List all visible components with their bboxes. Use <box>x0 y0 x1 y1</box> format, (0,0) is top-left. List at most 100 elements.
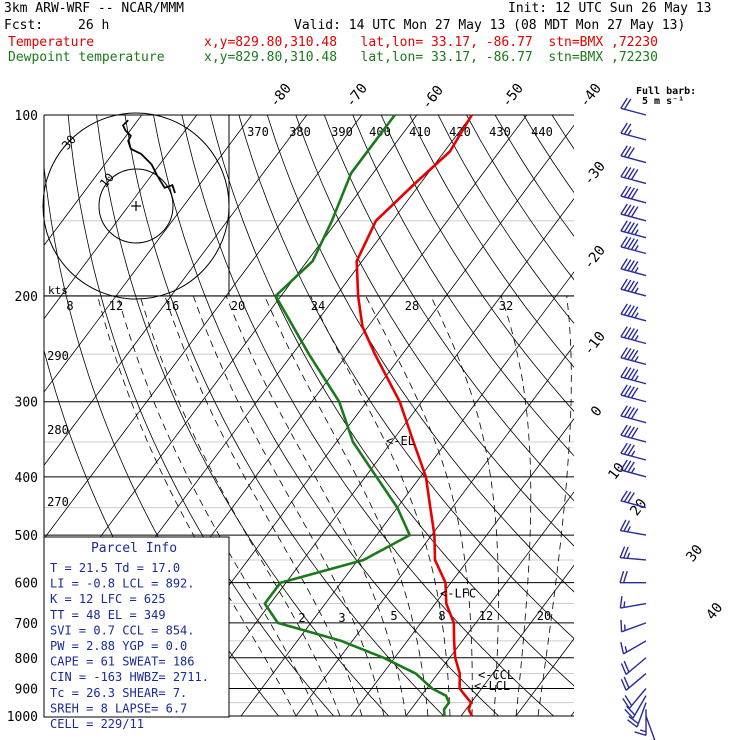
wind-barb-flag <box>623 279 632 291</box>
hodograph-ring-inner <box>98 168 174 244</box>
wind-barb-flag <box>623 385 632 397</box>
wind-barb-flag <box>623 660 630 673</box>
wind-barb <box>645 715 656 740</box>
wind-barb-flag <box>623 327 632 339</box>
dry-adiabat <box>523 115 574 194</box>
wind-barb-flag <box>627 238 635 250</box>
dry-adiabat <box>409 115 574 368</box>
moist-adiabat <box>97 295 297 716</box>
wind-barb-flag <box>619 519 627 531</box>
wind-barb-flag <box>627 719 638 728</box>
wind-barb-flag <box>626 552 631 559</box>
barb-legend-title: Full barb: <box>636 86 696 97</box>
moist-adiabat <box>365 295 473 716</box>
parcel-info-row: CIN = -163 HWBZ= 2711. <box>50 670 209 684</box>
wind-barb-flag <box>627 187 635 199</box>
wind-barb-flag <box>623 491 632 503</box>
wind-barb-flag <box>620 278 628 290</box>
isotherm-line <box>44 115 198 320</box>
wind-barb-flag <box>619 570 625 583</box>
isotherm-line <box>405 491 574 716</box>
temperature-axis-label: -70 <box>343 81 371 111</box>
wind-barb-flag <box>630 427 639 439</box>
parcel-info-row: Tc = 26.3 SHEAR= 7. <box>50 686 187 700</box>
wind-barb-flag <box>630 387 639 399</box>
parcel-info-row: TT = 48 EL = 349 <box>50 608 166 622</box>
wind-barb <box>620 619 647 633</box>
wind-barb <box>620 424 647 443</box>
mixing-ratio-label: 12 <box>479 609 493 623</box>
wind-barb <box>620 384 647 403</box>
wind-barb-flag <box>630 467 636 474</box>
wind-barb-flag <box>630 261 639 273</box>
wind-barb-flag <box>634 229 639 236</box>
wind-barb-flag <box>627 461 635 473</box>
dry-adiabat <box>380 115 574 412</box>
wind-barb <box>620 220 647 239</box>
wind-barb-flag <box>627 426 635 438</box>
wind-barb <box>620 145 647 164</box>
moist-adiabat <box>430 295 499 716</box>
pressure-label: 600 <box>15 577 38 592</box>
wind-barb-flag <box>630 408 639 420</box>
wind-barb-flag <box>623 186 632 198</box>
wind-barb-flag <box>634 355 639 362</box>
wind-barb-flag <box>623 406 632 418</box>
wind-barb-flag <box>623 123 632 135</box>
wind-barb <box>619 596 647 609</box>
wind-barb-flag <box>620 203 628 215</box>
wind-barb-flag <box>620 442 628 454</box>
wind-barb-flag <box>623 146 632 158</box>
wind-barb-flag <box>624 708 634 719</box>
dry-adiabat <box>153 115 500 716</box>
wind-barb-flag <box>627 205 635 217</box>
forecast-label: Fcst: <box>4 18 44 33</box>
pressure-label: 1000 <box>7 710 38 725</box>
wind-barb-flag <box>620 258 628 270</box>
wind-barb-flag <box>623 221 632 233</box>
temperature-axis-label: -10 <box>581 329 609 359</box>
isotherm-line <box>240 271 574 716</box>
wind-barb-flag <box>634 267 639 273</box>
wind-barb-flag <box>630 450 636 457</box>
wind-barb-flag <box>620 236 628 248</box>
wind-barb-flag <box>623 348 632 359</box>
forecast-hour: 26 h <box>78 18 110 33</box>
wind-barb <box>620 203 647 222</box>
wind-barb-flag <box>634 312 639 319</box>
pressure-label: 300 <box>15 396 38 411</box>
temperature-profile <box>355 114 474 717</box>
wind-barb-flag <box>623 204 632 216</box>
parcel-info-panel <box>43 536 230 718</box>
dry-adiabat <box>181 115 555 716</box>
speed-scale-label: 8 <box>66 299 73 313</box>
wind-barb-flag <box>620 663 627 675</box>
mixing-ratio-label: 8 <box>438 609 445 623</box>
wind-barb <box>620 673 647 691</box>
wind-barb-flag <box>620 185 628 197</box>
parcel-info-row: PW = 2.88 YGP = 0.0 <box>50 639 187 653</box>
wind-barb-flag <box>623 304 632 316</box>
isotherm-line <box>44 115 253 393</box>
wind-barb <box>620 258 647 277</box>
isotherm-line <box>350 418 574 716</box>
wind-barb <box>620 442 647 461</box>
wind-barb <box>619 570 646 584</box>
wind-barb-flag <box>623 520 631 532</box>
temperature-axis-label: -30 <box>581 159 609 189</box>
wind-barb <box>620 122 647 141</box>
speed-scale-label: 20 <box>231 299 245 313</box>
dry-adiabat <box>666 115 740 729</box>
mixing-ratio-label: 5 <box>390 609 397 623</box>
level-annotation: <-LFC <box>440 586 476 600</box>
wind-barb <box>620 405 647 424</box>
pressure-label: 400 <box>15 471 38 486</box>
isotherm-line <box>626 115 740 716</box>
dry-adiabat-label: 270 <box>47 495 69 509</box>
dry-adiabat <box>466 115 574 281</box>
wind-barb-flag <box>630 281 639 293</box>
wind-barb-flag <box>627 492 635 504</box>
dewpoint-location: x,y=829.80,310.48 lat,lon= 33.17, -86.77… <box>204 50 658 65</box>
wind-barb-flag <box>620 678 627 691</box>
wind-barb-flag <box>620 97 628 109</box>
